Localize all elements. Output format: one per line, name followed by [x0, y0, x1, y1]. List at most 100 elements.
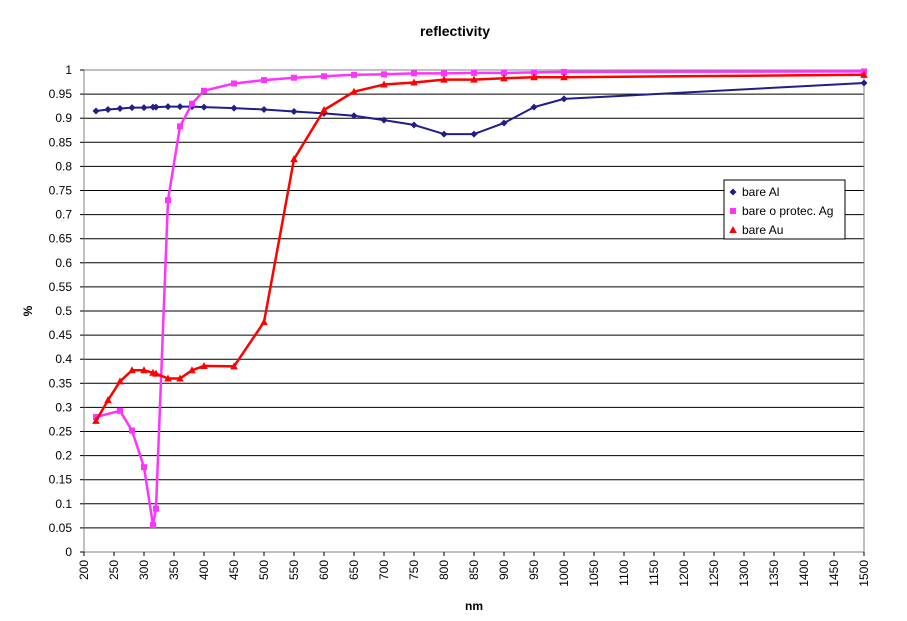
x-axis-label: nm — [465, 599, 483, 613]
legend-box — [723, 179, 846, 240]
x-tick-label: 1050 — [587, 560, 601, 587]
y-tick-label: 0.95 — [49, 87, 73, 101]
x-tick-label: 1200 — [677, 560, 691, 587]
x-tick-label: 450 — [227, 560, 241, 580]
legend-label: bare Al — [742, 185, 779, 199]
data-point — [260, 106, 268, 114]
x-tick-label: 250 — [107, 560, 121, 580]
data-point — [116, 377, 124, 385]
y-tick-label: 0.2 — [55, 449, 72, 463]
y-tick-label: 0.65 — [49, 232, 73, 246]
x-tick-label: 1250 — [707, 560, 721, 587]
data-point — [530, 73, 538, 81]
x-tick-label: 900 — [497, 560, 511, 580]
data-point — [530, 103, 538, 111]
data-point — [140, 366, 148, 374]
data-point — [200, 103, 208, 111]
data-point — [177, 123, 183, 130]
x-tick-label: 850 — [467, 560, 481, 580]
x-tick-label: 1450 — [827, 560, 841, 587]
legend: bare Al bare o protec. Ag bare Au — [723, 179, 846, 240]
data-point — [290, 155, 298, 163]
legend-item: bare Au — [729, 223, 783, 237]
data-point — [260, 318, 268, 326]
data-point — [500, 74, 508, 82]
x-tick-label: 650 — [347, 560, 361, 580]
y-tick-label: 0.8 — [55, 159, 72, 173]
y-axis-ticks: 0 0.05 0.1 0.15 0.2 0.25 0.3 0.35 0.4 0.45 0.5 0.55… — [49, 63, 84, 559]
data-point — [128, 366, 136, 374]
legend-items: bare Al bare o protec. Ag bare Au — [729, 185, 833, 237]
series-layer — [92, 68, 868, 529]
y-tick-label: 0.9 — [55, 111, 72, 125]
x-tick-label: 350 — [167, 560, 181, 580]
data-point — [440, 75, 448, 83]
data-point — [290, 107, 298, 115]
data-point — [141, 464, 147, 471]
data-point — [104, 106, 112, 114]
legend-label: bare o protec. Ag — [742, 204, 833, 218]
gridlines — [84, 69, 864, 529]
legend-item: bare Al — [729, 185, 779, 199]
series-bare-al — [92, 79, 868, 138]
y-tick-label: 0.75 — [49, 184, 73, 198]
data-point — [380, 80, 388, 88]
x-tick-label: 300 — [137, 560, 151, 580]
data-point — [410, 121, 418, 129]
y-tick-label: 0.3 — [55, 400, 72, 414]
data-point — [441, 70, 447, 77]
x-tick-label: 750 — [407, 560, 421, 580]
data-point — [860, 79, 868, 87]
chart-title: reflectivity — [420, 23, 490, 39]
data-point — [560, 73, 568, 81]
y-tick-label: 0.85 — [49, 135, 73, 149]
data-point — [164, 374, 172, 382]
x-tick-label: 800 — [437, 560, 451, 580]
x-tick-label: 700 — [377, 560, 391, 580]
legend-item: bare o protec. Ag — [730, 204, 833, 218]
data-point — [350, 112, 358, 120]
y-tick-label: 0.7 — [55, 208, 72, 222]
data-point — [128, 104, 136, 112]
data-point — [152, 103, 160, 111]
data-point — [380, 116, 388, 124]
x-tick-label: 200 — [77, 560, 91, 580]
data-point — [176, 103, 184, 111]
data-point — [320, 106, 328, 114]
data-point — [165, 197, 171, 204]
x-tick-label: 1000 — [557, 560, 571, 587]
data-point — [140, 104, 148, 112]
x-tick-label: 1150 — [647, 560, 661, 586]
data-point — [201, 87, 207, 94]
y-tick-label: 0.15 — [49, 473, 73, 487]
y-axis-label: % — [21, 305, 35, 316]
legend-label: bare Au — [742, 223, 783, 237]
series-bare-au — [92, 70, 868, 424]
series-bare-o-protec-ag — [93, 68, 867, 529]
data-point — [117, 407, 123, 414]
series-line — [95, 70, 865, 527]
data-point — [92, 107, 100, 115]
data-point — [440, 130, 448, 138]
data-point — [291, 74, 297, 81]
data-point — [411, 70, 417, 77]
y-tick-label: 0 — [65, 545, 72, 559]
x-tick-label: 1300 — [737, 560, 751, 587]
data-point — [104, 396, 112, 404]
data-point — [350, 87, 358, 95]
data-point — [261, 77, 267, 84]
y-tick-label: 0.55 — [49, 280, 73, 294]
data-point — [410, 78, 418, 86]
data-point — [321, 73, 327, 80]
data-point — [200, 361, 208, 369]
data-point — [500, 119, 508, 127]
y-tick-label: 0.1 — [55, 497, 72, 511]
data-point — [189, 100, 195, 107]
x-tick-label: 1400 — [797, 560, 811, 587]
y-tick-label: 1 — [65, 63, 72, 77]
x-tick-label: 1350 — [767, 560, 781, 587]
y-tick-label: 0.05 — [49, 521, 73, 535]
data-point — [561, 68, 567, 75]
data-point — [471, 69, 477, 76]
data-point — [164, 103, 172, 111]
